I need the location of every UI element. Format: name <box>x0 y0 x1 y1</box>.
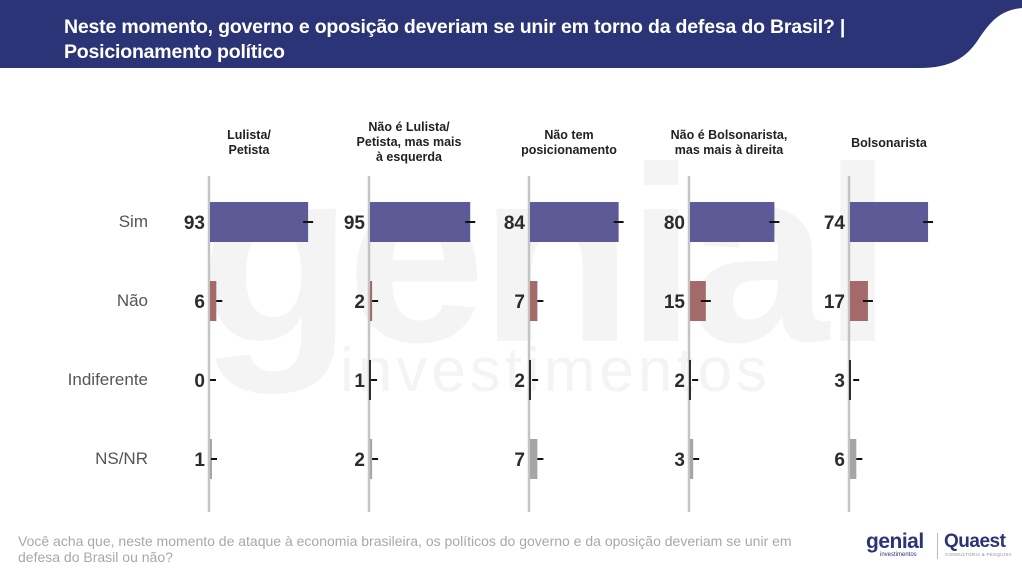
data-label: 15 <box>664 292 686 313</box>
bar-sim <box>690 202 775 242</box>
data-label: 17 <box>824 292 845 313</box>
data-label: 0 <box>194 371 205 392</box>
logos: genial investimentos Quaest CONSULTORIA … <box>866 530 1016 566</box>
panel-title-line: à esquerda <box>375 150 442 164</box>
bar-nsnr <box>690 439 694 479</box>
panel-title-line: posicionamento <box>521 143 617 157</box>
header-banner: Neste momento, governo e oposição deveri… <box>0 0 1022 70</box>
panel-title-line: Lulista/ <box>227 128 271 142</box>
panel-title: Não é Lulista/Petista, mas mais à esquerd… <box>334 120 484 165</box>
data-label: 6 <box>194 292 205 313</box>
bar-sim <box>530 202 619 242</box>
data-label: 7 <box>514 450 525 471</box>
data-label: 2 <box>354 292 365 313</box>
quaest-logo: Quaest <box>944 531 1006 552</box>
logo-divider <box>937 533 938 559</box>
row-label: Indiferente <box>67 370 148 389</box>
bar-sim <box>210 202 309 242</box>
row-label: Sim <box>118 212 148 231</box>
bar-no <box>370 281 373 321</box>
data-label: 2 <box>514 371 525 392</box>
bar-indiferente <box>849 360 851 400</box>
title-line-1: Neste momento, governo e oposição deveri… <box>64 16 846 38</box>
bar-indiferente <box>529 360 531 400</box>
data-label: 93 <box>184 213 205 234</box>
panel-title: Não tem posicionamento <box>494 128 644 158</box>
data-label: 7 <box>514 292 525 313</box>
bar-nsnr <box>530 439 538 479</box>
data-label: 84 <box>504 213 526 234</box>
data-label: 74 <box>824 213 846 234</box>
title-line-2: Posicionamento político <box>64 41 285 63</box>
panel-title-line: Não é Bolsonarista, <box>670 128 788 142</box>
bar-nsnr <box>210 439 212 479</box>
panel-title-line: Não tem <box>544 128 594 142</box>
data-label: 3 <box>834 371 845 392</box>
bar-indiferente <box>689 360 691 400</box>
header-background <box>0 0 1022 68</box>
panel-title: Lulista/Petista <box>174 128 324 158</box>
panel-title-line: mas mais à direita <box>674 143 784 157</box>
bar-nsnr <box>850 439 857 479</box>
row-label: NS/NR <box>95 449 148 468</box>
panel-title: Não é Bolsonarista, mas mais à direita <box>654 128 804 158</box>
data-label: 1 <box>194 450 205 471</box>
panel-title-line: Petista, mas mais <box>356 135 462 149</box>
bar-indiferente <box>369 360 371 400</box>
data-label: 2 <box>354 450 365 471</box>
page-title: Neste momento, governo e oposição deveri… <box>64 15 964 65</box>
panel-title-line: Bolsonarista <box>851 136 927 150</box>
row-label: Não <box>116 291 148 310</box>
bar-sim <box>850 202 929 242</box>
panel-title-line: Petista <box>228 143 270 157</box>
data-label: 6 <box>834 450 845 471</box>
bar-no <box>530 281 538 321</box>
data-label: 1 <box>354 371 365 392</box>
panel-title: Bolsonarista <box>814 136 964 151</box>
bar-no <box>210 281 217 321</box>
bar-no <box>690 281 706 321</box>
genial-logo: genial <box>866 530 924 553</box>
bar-sim <box>370 202 471 242</box>
data-label: 95 <box>344 213 366 234</box>
panel-title-line: Não é Lulista/ <box>368 120 450 134</box>
survey-question: Você acha que, neste momento de ataque à… <box>18 533 792 565</box>
genial-logo-sub: investimentos <box>880 552 917 558</box>
bar-nsnr <box>370 439 373 479</box>
quaest-logo-sub: CONSULTORIA & PESQUISA <box>945 552 1012 557</box>
data-label: 80 <box>664 213 685 234</box>
data-label: 3 <box>674 450 685 471</box>
data-label: 2 <box>674 371 685 392</box>
bar-no <box>850 281 868 321</box>
